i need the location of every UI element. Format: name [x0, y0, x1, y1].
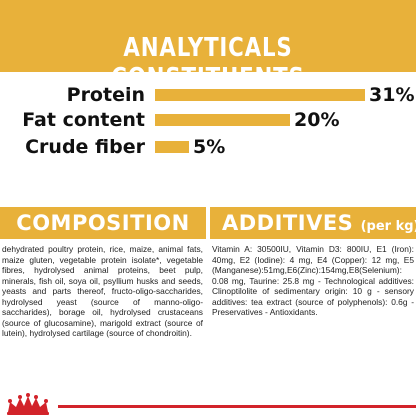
analytics-row-fat: Fat content 20% — [0, 107, 416, 133]
additives-subtitle: (per kg) — [360, 219, 416, 234]
page-title: ANALYTICALS CONSTITUENTS — [111, 33, 305, 93]
composition-text: dehydrated poultry protein, rice, maize,… — [2, 244, 203, 338]
header-band — [0, 0, 416, 72]
analytics-label: Fat content — [22, 109, 145, 131]
additives-heading: ADDITIVES (per kg) — [210, 207, 416, 239]
analytics-row-fiber: Crude fiber 5% — [0, 134, 416, 160]
footer-divider — [58, 405, 416, 408]
analytics-bar — [155, 114, 290, 126]
composition-heading: COMPOSITION — [0, 207, 206, 239]
analytics-label: Protein — [66, 84, 145, 106]
analytics-label: Crude fiber — [25, 136, 145, 158]
analytics-bar — [155, 141, 189, 153]
royal-crown-logo-icon — [7, 393, 49, 415]
composition-title: COMPOSITION — [16, 211, 190, 235]
analytics-value: 5% — [193, 136, 226, 158]
additives-title: ADDITIVES — [222, 211, 354, 235]
analytics-value: 31% — [369, 84, 415, 106]
analytics-bar — [155, 89, 365, 101]
additives-text: Vitamin A: 30500IU, Vitamin D3: 800IU, E… — [212, 244, 414, 317]
analytics-value: 20% — [294, 109, 340, 131]
analytics-row-protein: Protein 31% — [0, 82, 416, 108]
